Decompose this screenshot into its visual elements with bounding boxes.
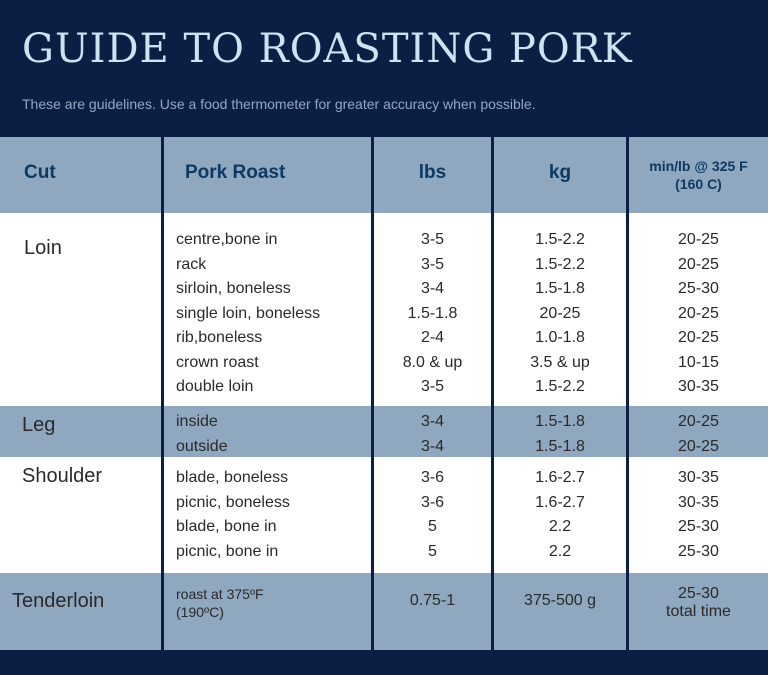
cell-kg: 375-500 g xyxy=(523,592,597,609)
cell-min: 30-35 xyxy=(678,469,719,486)
col-roasts: centre,bone in rack sirloin, boneless singl… xyxy=(176,228,366,400)
cell-min: 25-30 xyxy=(678,280,719,297)
cell-roasts: centre,bone in xyxy=(176,231,278,248)
col-roasts: inside outside xyxy=(176,410,366,459)
header-kg: kg xyxy=(548,162,572,183)
cell-lbs: 0.75-1 xyxy=(409,592,456,609)
col-min: 20-25 20-25 xyxy=(629,410,768,459)
cell-kg: 2.2 xyxy=(548,542,572,560)
cell-kg: 1.5-2.2 xyxy=(535,231,585,248)
cell-kg: 1.5-2.2 xyxy=(535,255,585,273)
header-min-line1: min/lb @ 325 F xyxy=(649,158,748,174)
cell-lbs: 3-5 xyxy=(420,255,445,273)
col-min: 20-25 20-25 25-30 20-25 20-25 10-15 30-35 xyxy=(629,228,768,400)
col-kg: 375-500 g xyxy=(494,592,626,610)
cell-min: 25-30 xyxy=(678,585,719,602)
cell-roasts: roast at 375ºF xyxy=(176,586,264,602)
cell-kg: 1.5-1.8 xyxy=(535,437,585,455)
divider xyxy=(491,137,494,650)
cell-lbs: 5 xyxy=(428,518,437,535)
cell-roasts: (190ºC) xyxy=(176,604,224,620)
cell-min: 30-35 xyxy=(678,493,719,511)
cell-lbs: 3-5 xyxy=(420,378,445,395)
cell-min: 10-15 xyxy=(678,353,719,371)
col-kg: 1.6-2.7 1.6-2.7 2.2 2.2 xyxy=(494,466,626,564)
cell-lbs: 3-6 xyxy=(420,493,445,511)
cell-kg: 1.5-1.8 xyxy=(535,413,585,430)
page-title: GUIDE TO ROASTING PORK xyxy=(22,26,633,72)
header-cut: Cut xyxy=(24,162,56,183)
header-roast: Pork Roast xyxy=(185,162,286,183)
row-tenderloin xyxy=(0,573,768,650)
header-lbs: lbs xyxy=(418,162,447,183)
cell-kg: 2.2 xyxy=(548,518,572,535)
cell-kg: 1.6-2.7 xyxy=(535,469,585,486)
cell-lbs: 8.0 & up xyxy=(402,353,463,371)
header-row xyxy=(0,137,768,213)
cell-min: 20-25 xyxy=(678,329,719,346)
col-kg: 1.5-2.2 1.5-2.2 1.5-1.8 20-25 1.0-1.8 3.5 & u… xyxy=(494,228,626,400)
header-min: min/lb @ 325 F (160 C) xyxy=(629,157,768,193)
divider xyxy=(371,137,374,650)
cell-roasts: blade, boneless xyxy=(176,469,289,486)
cell-roasts: rack xyxy=(176,255,207,273)
cell-kg: 3.5 & up xyxy=(530,353,590,371)
cell-lbs: 1.5-1.8 xyxy=(407,304,458,322)
cell-roasts: inside xyxy=(176,413,218,430)
divider xyxy=(626,137,629,650)
cell-lbs: 2-4 xyxy=(420,329,445,346)
cell-lbs: 3-4 xyxy=(420,280,445,297)
cell-min: 20-25 xyxy=(678,413,719,430)
cell-lbs: 3-5 xyxy=(420,231,445,248)
cell-kg: 1.5-2.2 xyxy=(535,378,585,395)
cell-roasts: single loin, boneless xyxy=(176,304,321,322)
cell-lbs: 3-4 xyxy=(420,413,445,430)
cell-lbs: 3-6 xyxy=(420,469,445,486)
divider xyxy=(161,137,164,650)
col-lbs: 0.75-1 xyxy=(374,592,491,610)
cell-kg: 20-25 xyxy=(539,304,581,322)
cell-min: 20-25 xyxy=(678,304,719,322)
cell-roasts: rib,boneless xyxy=(176,329,263,346)
cell-kg: 1.5-1.8 xyxy=(535,280,585,297)
cut-label: Tenderloin xyxy=(12,590,105,612)
cell-min: 20-25 xyxy=(678,231,719,248)
cut-label: Shoulder xyxy=(22,465,103,487)
cell-min: 20-25 xyxy=(678,437,719,455)
col-lbs: 3-5 3-5 3-4 1.5-1.8 2-4 8.0 & up 3-5 xyxy=(374,228,491,400)
col-lbs: 3-4 3-4 xyxy=(374,410,491,459)
cell-roasts: sirloin, boneless xyxy=(176,280,291,297)
cell-min: 30-35 xyxy=(678,378,719,395)
row-loin xyxy=(0,213,768,406)
col-lbs: 3-6 3-6 5 5 xyxy=(374,466,491,564)
cell-roasts: double loin xyxy=(176,378,254,395)
cell-roasts: crown roast xyxy=(176,353,259,371)
col-min: 30-35 30-35 25-30 25-30 xyxy=(629,466,768,564)
row-leg xyxy=(0,406,768,457)
cell-min: 20-25 xyxy=(678,255,719,273)
cell-roasts: picnic, boneless xyxy=(176,493,290,511)
cell-min: 25-30 xyxy=(678,542,719,560)
cell-min: 25-30 xyxy=(678,518,719,535)
col-roasts: blade, boneless picnic, boneless blade, bo… xyxy=(176,466,366,564)
col-min: 25-30 total time xyxy=(629,585,768,621)
cell-kg: 1.6-2.7 xyxy=(535,493,585,511)
cell-min: total time xyxy=(666,603,731,620)
cell-lbs: 5 xyxy=(428,542,437,560)
col-kg: 1.5-1.8 1.5-1.8 xyxy=(494,410,626,459)
col-roasts: roast at 375ºF (190ºC) xyxy=(176,585,366,621)
row-shoulder xyxy=(0,457,768,573)
cell-kg: 1.0-1.8 xyxy=(535,329,585,346)
subtitle: These are guidelines. Use a food thermom… xyxy=(22,96,536,112)
cell-roasts: blade, bone in xyxy=(176,518,277,535)
cut-label: Leg xyxy=(22,414,56,436)
cell-lbs: 3-4 xyxy=(420,437,445,455)
cell-roasts: picnic, bone in xyxy=(176,542,279,560)
header-min-line2: (160 C) xyxy=(675,176,722,192)
cut-label: Loin xyxy=(24,237,62,259)
cell-roasts: outside xyxy=(176,437,228,455)
